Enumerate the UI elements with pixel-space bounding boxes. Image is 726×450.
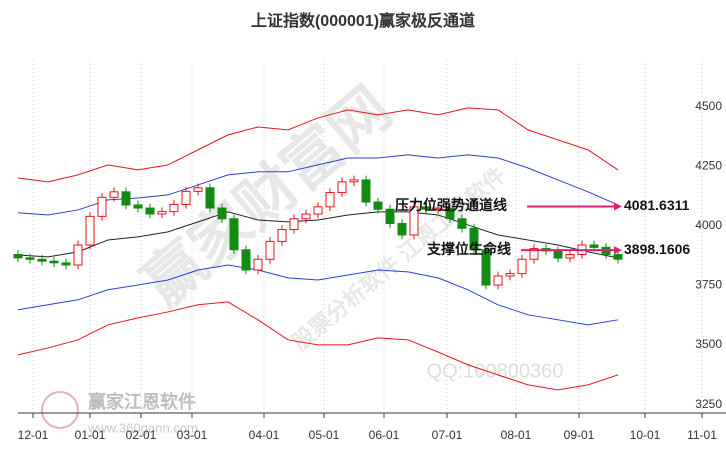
candle-body bbox=[37, 258, 47, 262]
x-tick-label: 05-01 bbox=[309, 428, 340, 442]
y-tick-label: 3500 bbox=[695, 337, 722, 351]
x-tick-label: 02-01 bbox=[126, 428, 157, 442]
annotation-value: 4081.6311 bbox=[624, 197, 690, 213]
x-tick-label: 09-01 bbox=[564, 428, 595, 442]
candle-body bbox=[301, 213, 311, 220]
candle-body bbox=[529, 248, 539, 260]
candle-body bbox=[61, 262, 71, 266]
x-tick-label: 11-01 bbox=[687, 428, 717, 442]
logo-site: www.360gann.com bbox=[87, 420, 198, 435]
candle-body bbox=[481, 249, 491, 286]
candle-body bbox=[157, 211, 167, 215]
candle-body bbox=[277, 228, 287, 242]
candle-body bbox=[181, 190, 191, 205]
x-tick-label: 04-01 bbox=[249, 428, 280, 442]
candle-body bbox=[193, 187, 203, 192]
candle-body bbox=[385, 208, 395, 225]
candle-body bbox=[109, 191, 119, 198]
candle-body bbox=[613, 254, 623, 260]
x-tick-label: 07-01 bbox=[432, 428, 463, 442]
band-line bbox=[17, 211, 619, 259]
candle-body bbox=[49, 260, 59, 264]
candle-body bbox=[565, 254, 575, 259]
arrow-head bbox=[614, 202, 622, 211]
candle-body bbox=[169, 203, 179, 213]
arrow-head bbox=[614, 246, 622, 255]
candle-body bbox=[85, 215, 95, 246]
candle-body bbox=[241, 249, 251, 271]
logo: 赢家江恩软件 www.360gann.com bbox=[41, 391, 198, 435]
candle-body bbox=[553, 250, 563, 259]
candle-body bbox=[253, 258, 263, 271]
annotation-text: 压力位强势通道线 bbox=[395, 197, 507, 213]
candle-body bbox=[13, 254, 23, 259]
candle-body bbox=[433, 207, 443, 210]
candle-body bbox=[73, 244, 83, 266]
candle-body bbox=[445, 207, 455, 220]
candle-body bbox=[589, 244, 599, 248]
candle-body bbox=[409, 206, 419, 236]
band-line bbox=[17, 301, 619, 391]
y-tick-label: 4250 bbox=[695, 158, 722, 172]
x-tick-label: 10-01 bbox=[630, 428, 661, 442]
y-tick-label: 4500 bbox=[695, 99, 722, 113]
y-tick-label: 3750 bbox=[695, 278, 722, 292]
candle-body bbox=[469, 227, 479, 251]
candle-body bbox=[265, 240, 275, 260]
candle-body bbox=[505, 273, 515, 277]
x-tick-label: 01-01 bbox=[75, 428, 106, 442]
band-line bbox=[17, 154, 619, 216]
candle-body bbox=[325, 192, 335, 208]
candle-body bbox=[289, 218, 299, 230]
logo-text: 赢家江恩软件 bbox=[88, 391, 196, 412]
band-line bbox=[17, 264, 619, 326]
chart-title: 上证指数(000001)赢家极反通道 bbox=[251, 11, 475, 30]
candle-body bbox=[397, 223, 407, 236]
candle-body bbox=[229, 218, 239, 251]
candle-body bbox=[205, 187, 215, 209]
candle-body bbox=[493, 275, 503, 286]
annotation-value: 3898.1606 bbox=[624, 241, 690, 257]
band-line bbox=[17, 107, 619, 183]
candle-body bbox=[145, 207, 155, 215]
x-tick-label: 03-01 bbox=[177, 428, 208, 442]
y-tick-label: 3250 bbox=[695, 397, 722, 411]
candle-body bbox=[25, 257, 35, 260]
candle-body bbox=[313, 206, 323, 215]
candle-body bbox=[373, 201, 383, 210]
x-tick-label: 08-01 bbox=[501, 428, 532, 442]
candle-body bbox=[133, 204, 143, 209]
y-tick-label: 4000 bbox=[695, 218, 722, 232]
x-tick-label: 12-01 bbox=[18, 428, 49, 442]
annotation-text: 支撑位生命线 bbox=[426, 241, 511, 257]
candle-body bbox=[121, 191, 131, 206]
candle-body bbox=[337, 181, 347, 194]
candle-body bbox=[97, 196, 107, 217]
candle-body bbox=[517, 258, 527, 275]
x-tick-label: 06-01 bbox=[369, 428, 400, 442]
watermark-qq: QQ:100800360 bbox=[427, 360, 564, 382]
candle-body bbox=[361, 179, 371, 203]
logo-icon bbox=[41, 391, 79, 429]
candle-body bbox=[421, 206, 431, 210]
candle-body bbox=[217, 207, 227, 220]
candle-body bbox=[457, 218, 467, 229]
candle-body bbox=[349, 179, 359, 183]
